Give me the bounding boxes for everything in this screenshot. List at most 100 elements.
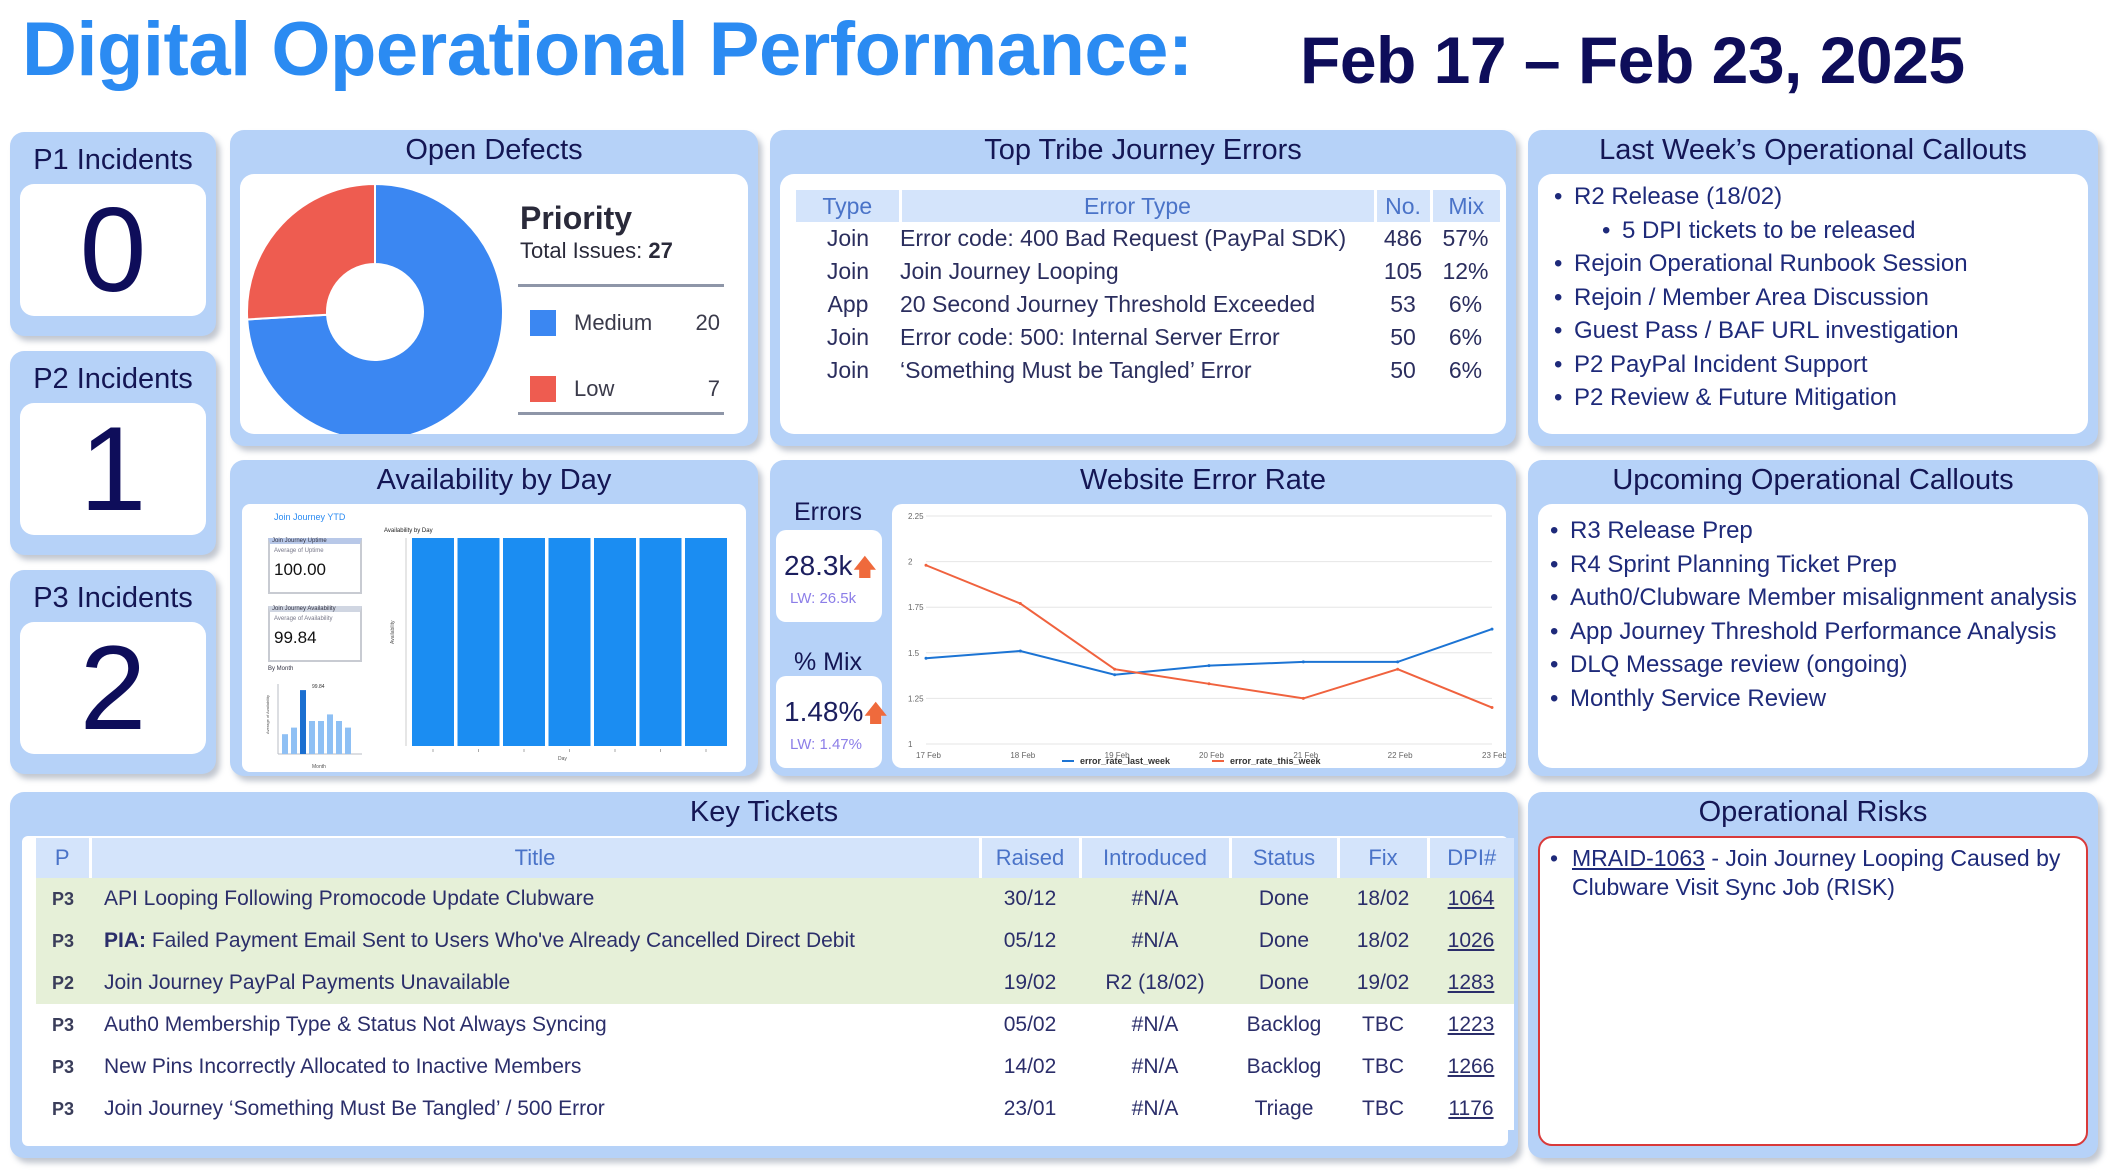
ticket-fix: TBC bbox=[1362, 1013, 1404, 1036]
month-bar[interactable] bbox=[282, 734, 288, 754]
callout-item: Auth0/Clubware Member misalignment analy… bbox=[1546, 581, 2077, 615]
col-fix[interactable]: Fix bbox=[1338, 838, 1430, 878]
availability-card[interactable]: Join Journey Availability Average of Ava… bbox=[268, 606, 362, 662]
tribe-error-mix: 6% bbox=[1448, 357, 1483, 383]
col-mix[interactable]: Mix bbox=[1448, 192, 1485, 219]
month-bar[interactable] bbox=[300, 690, 306, 754]
month-bar[interactable] bbox=[327, 714, 333, 754]
ticket-row[interactable]: P3 API Looping Following Promocode Update… bbox=[36, 878, 1514, 920]
data-point[interactable] bbox=[1113, 673, 1117, 677]
ticket-dpi-link[interactable]: 1283 bbox=[1447, 971, 1495, 994]
donut-slice-medium[interactable] bbox=[246, 182, 504, 434]
ticket-title-text: Auth0 Membership Type & Status Not Alway… bbox=[104, 1013, 607, 1036]
data-point[interactable] bbox=[1113, 667, 1117, 671]
ticket-dpi[interactable]: 1283 bbox=[1428, 962, 1514, 1004]
date-range: Feb 17 – Feb 23, 2025 bbox=[1300, 23, 1965, 97]
data-point[interactable] bbox=[1018, 649, 1022, 653]
callout-item: P2 Review & Future Mitigation bbox=[1550, 381, 1968, 415]
p1-incidents-panel: P1 Incidents 0 bbox=[10, 132, 216, 336]
ticket-p: P3 bbox=[51, 888, 75, 909]
ticket-dpi[interactable]: 1223 bbox=[1428, 1004, 1514, 1046]
availability-day-bar[interactable] bbox=[503, 538, 545, 746]
data-point[interactable] bbox=[1396, 667, 1400, 671]
availability-day-bar[interactable] bbox=[594, 538, 636, 746]
availability-panel: Availability by Day Join Journey YTD Joi… bbox=[230, 460, 758, 776]
errors-value-row: 28.3k🡅 bbox=[784, 550, 877, 591]
month-bar[interactable] bbox=[345, 727, 351, 754]
series-line-error_rate_this_week[interactable] bbox=[925, 564, 1493, 709]
col-type[interactable]: Type bbox=[796, 190, 902, 222]
ticket-title: Auth0 Membership Type & Status Not Alway… bbox=[90, 1004, 980, 1046]
tribe-error-count: 50 bbox=[1390, 357, 1416, 383]
ticket-dpi[interactable]: 1026 bbox=[1428, 920, 1514, 962]
tribe-error-row[interactable]: Join ‘Something Must be Tangled’ Error 50 6… bbox=[796, 354, 1500, 387]
data-point[interactable] bbox=[924, 563, 928, 567]
ticket-dpi[interactable]: 1064 bbox=[1428, 878, 1514, 920]
tribe-error-row[interactable]: Join Error code: 400 Bad Request (PayPal … bbox=[796, 222, 1500, 255]
col-status[interactable]: Status bbox=[1230, 838, 1340, 878]
month-bar[interactable] bbox=[336, 721, 342, 754]
data-point[interactable] bbox=[1490, 706, 1494, 710]
ticket-dpi-link[interactable]: 1176 bbox=[1448, 1097, 1494, 1120]
ticket-dpi-link[interactable]: 1266 bbox=[1447, 1055, 1495, 1078]
availability-day-bar[interactable] bbox=[457, 538, 500, 746]
x-tick-label: 22 Feb bbox=[1388, 751, 1413, 760]
tribe-error-row[interactable]: Join Error code: 500: Internal Server Err… bbox=[796, 321, 1500, 354]
data-point[interactable] bbox=[1018, 602, 1022, 606]
risk-item: • MRAID-1063 - Join Journey Looping Caus… bbox=[1550, 844, 2076, 902]
legend-item-medium[interactable]: Medium 20 bbox=[530, 302, 720, 342]
data-point[interactable] bbox=[1207, 664, 1211, 668]
col-no[interactable]: No. bbox=[1375, 190, 1433, 222]
availability-body: Join Journey YTD Join Journey Uptime Ave… bbox=[242, 504, 746, 772]
ticket-status: Done bbox=[1258, 971, 1310, 994]
month-bar[interactable] bbox=[291, 727, 297, 754]
uptime-card-sub: Average of Uptime bbox=[274, 548, 324, 554]
ticket-dpi[interactable]: 1266 bbox=[1428, 1046, 1514, 1088]
ticket-dpi-link[interactable]: 1223 bbox=[1447, 1013, 1495, 1036]
col-priority[interactable]: P bbox=[36, 838, 92, 878]
x-tick-label: 21 Feb bbox=[1293, 751, 1318, 760]
month-bar[interactable] bbox=[318, 721, 324, 754]
data-point[interactable] bbox=[1396, 660, 1400, 664]
col-introduced[interactable]: Introduced bbox=[1080, 838, 1232, 878]
p2-incidents-panel: P2 Incidents 1 bbox=[10, 351, 216, 555]
data-point[interactable] bbox=[1301, 696, 1305, 700]
col-title[interactable]: Title bbox=[90, 838, 982, 878]
mix-value-row: 1.48%🡅 bbox=[784, 696, 888, 737]
p3-incidents-box: 2 bbox=[20, 622, 206, 754]
last-week-callouts-panel: Last Week’s Operational Callouts R2 Rele… bbox=[1528, 130, 2098, 446]
ticket-fix: 18/02 bbox=[1356, 929, 1410, 952]
risks-body: • MRAID-1063 - Join Journey Looping Caus… bbox=[1538, 836, 2088, 1146]
col-raised[interactable]: Raised bbox=[980, 838, 1082, 878]
col-error-type[interactable]: Error Type bbox=[900, 190, 1377, 222]
ticket-row[interactable]: P3 Join Journey ‘Something Must Be Tangle… bbox=[36, 1088, 1514, 1130]
callout-item: R3 Release Prep bbox=[1546, 514, 2077, 548]
ticket-row[interactable]: P3 PIA: Failed Payment Email Sent to User… bbox=[36, 920, 1514, 962]
availability-day-bar[interactable] bbox=[412, 538, 454, 746]
availability-day-bar[interactable] bbox=[639, 538, 682, 746]
data-point[interactable] bbox=[1207, 682, 1211, 686]
data-point[interactable] bbox=[924, 656, 928, 660]
ticket-row[interactable]: P3 Auth0 Membership Type & Status Not Alw… bbox=[36, 1004, 1514, 1046]
tribe-error-mix: 6% bbox=[1448, 324, 1483, 350]
legend-label: error_rate_last_week bbox=[1080, 756, 1171, 766]
ticket-row[interactable]: P3 New Pins Incorrectly Allocated to Inac… bbox=[36, 1046, 1514, 1088]
availability-day-bar[interactable] bbox=[548, 538, 591, 746]
availability-day-bar[interactable] bbox=[685, 538, 727, 746]
tribe-error-row[interactable]: Join Join Journey Looping 105 12% bbox=[796, 255, 1500, 288]
ticket-row[interactable]: P2 Join Journey PayPal Payments Unavailab… bbox=[36, 962, 1514, 1004]
donut-slice-low[interactable] bbox=[246, 182, 376, 321]
ticket-dpi-link[interactable]: 1064 bbox=[1447, 887, 1495, 910]
tribe-error-row[interactable]: App 20 Second Journey Threshold Exceeded 5… bbox=[796, 288, 1500, 321]
ticket-dpi-link[interactable]: 1026 bbox=[1447, 929, 1495, 952]
legend-item-low[interactable]: Low 7 bbox=[530, 368, 720, 408]
series-line-error_rate_last_week[interactable] bbox=[925, 628, 1493, 676]
month-bar[interactable] bbox=[309, 721, 315, 754]
risk-link[interactable]: MRAID-1063 bbox=[1572, 845, 1705, 871]
col-dpi[interactable]: DPI# bbox=[1447, 845, 1497, 870]
ticket-dpi[interactable]: 1176 bbox=[1428, 1088, 1514, 1130]
uptime-card[interactable]: Join Journey Uptime Average of Uptime 10… bbox=[268, 538, 362, 594]
data-point[interactable] bbox=[1490, 627, 1494, 631]
data-point[interactable] bbox=[1301, 660, 1305, 664]
open-defects-panel: Open Defects Priority Total Issues: 27 M… bbox=[230, 130, 758, 446]
